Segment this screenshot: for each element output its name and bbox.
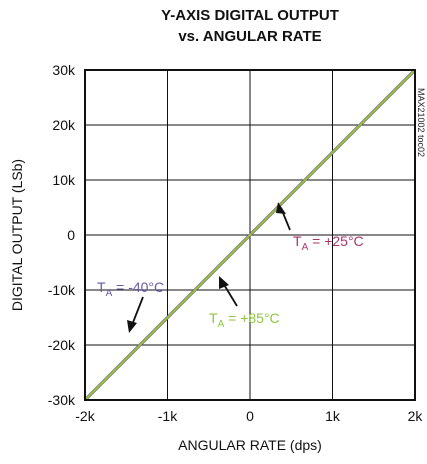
x-tick-label: -1k [158, 408, 178, 424]
x-tick-label: 0 [246, 408, 254, 424]
y-tick-labels: 30k 20k 10k 0 -10k -20k -30k [48, 62, 76, 408]
x-tick-label: 2k [408, 408, 424, 424]
annotation-85c: TA = +85°C [209, 276, 280, 330]
plot-frame [84, 69, 416, 401]
y-tick-label: 0 [67, 227, 75, 243]
x-tick-labels: -2k -1k 0 1k 2k [75, 408, 423, 424]
series-line-2 [84, 69, 416, 401]
y-tick-label: -10k [48, 282, 76, 298]
annotation-m40c-label: TA = -40°C [97, 279, 164, 299]
annotation-m40c-arrowhead [127, 320, 137, 333]
annotation-25c-label: TA = +25°C [293, 233, 364, 253]
chart-title-line2: vs. ANGULAR RATE [178, 28, 321, 45]
annotation-85c-label: TA = +85°C [209, 310, 280, 330]
x-tick-label: 1k [325, 408, 341, 424]
annotation-m40c: TA = -40°C [97, 279, 164, 333]
y-axis-label: DIGITAL OUTPUT (LSb) [9, 159, 25, 311]
annotation-m40c-arrow-line [131, 296, 144, 326]
annotation-85c-arrow-line [222, 282, 238, 307]
x-tick-label: -2k [75, 408, 95, 424]
y-tick-label: 10k [52, 172, 76, 188]
watermark: MAX21002 toc02 [416, 88, 426, 157]
chart-title-line1: Y-AXIS DIGITAL OUTPUT [161, 7, 339, 24]
y-tick-label: 20k [52, 117, 76, 133]
series-lines [83, 68, 417, 402]
annotation-25c: TA = +25°C [276, 202, 364, 253]
annotation-25c-arrowhead [276, 202, 286, 214]
y-tick-label: -20k [48, 337, 76, 353]
y-tick-label: 30k [52, 62, 76, 78]
y-tick-label: -30k [48, 392, 76, 408]
x-axis-label: ANGULAR RATE (dps) [178, 437, 322, 453]
annotation-85c-arrowhead [219, 276, 229, 289]
